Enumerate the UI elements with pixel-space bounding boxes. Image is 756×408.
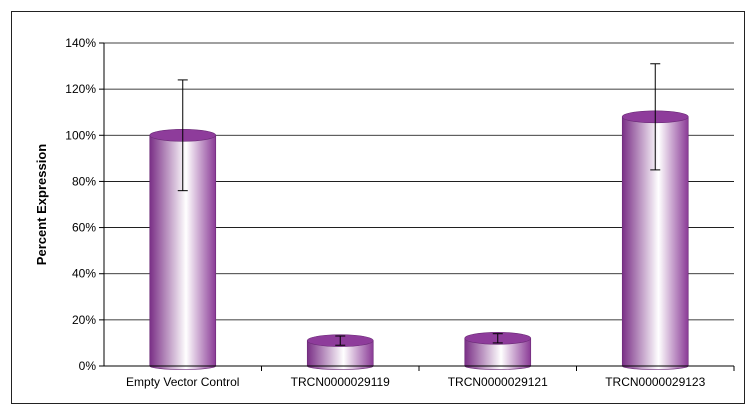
bar-body — [464, 338, 532, 370]
x-tick-label: Empty Vector Control — [126, 375, 239, 389]
y-tick-label: 140% — [65, 36, 96, 50]
y-tick-label: 60% — [72, 221, 96, 235]
bar — [306, 334, 374, 370]
x-tick-label: TRCN0000029123 — [605, 375, 705, 389]
y-tick-label: 80% — [72, 174, 96, 188]
error-bars — [177, 63, 661, 346]
bar-body — [306, 340, 374, 370]
y-tick-label: 0% — [79, 359, 97, 373]
y-axis-label: Percent Expression — [34, 144, 49, 265]
y-tick-label: 20% — [72, 313, 96, 327]
error-bar — [650, 63, 661, 171]
x-tick-label: TRCN0000029119 — [291, 375, 391, 389]
y-axis-ticks: 0% 20% 40% 60% 80% 100% 120% 140% — [65, 36, 104, 373]
x-axis-ticks: Empty Vector Control TRCN0000029119 TRCN00… — [126, 366, 735, 389]
x-tick-label: TRCN0000029121 — [448, 375, 548, 389]
y-tick-label: 100% — [65, 128, 96, 142]
bar-body — [149, 134, 217, 370]
bar-body — [621, 116, 689, 370]
error-bar — [492, 333, 503, 344]
bars — [149, 110, 689, 370]
y-tick-label: 40% — [72, 267, 96, 281]
y-tick-label: 120% — [65, 82, 96, 96]
error-bar — [335, 335, 346, 346]
error-bar — [177, 79, 188, 192]
